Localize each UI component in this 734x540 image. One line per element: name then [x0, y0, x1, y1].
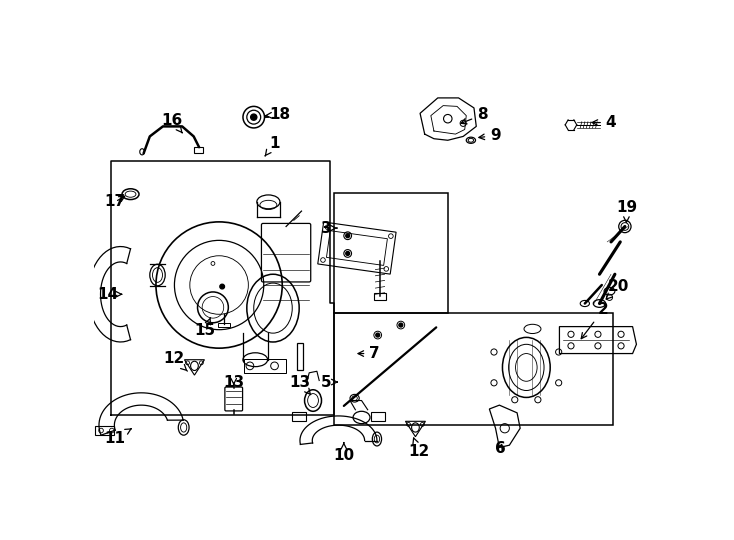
- Text: 14: 14: [97, 287, 122, 302]
- Bar: [244, 359, 286, 373]
- Text: 12: 12: [164, 352, 187, 371]
- Text: 9: 9: [479, 128, 501, 143]
- Bar: [297, 343, 303, 370]
- Text: 2: 2: [581, 302, 608, 339]
- Circle shape: [376, 333, 379, 337]
- Bar: [81, 306, 88, 314]
- Text: 7: 7: [358, 346, 380, 361]
- Bar: [81, 330, 88, 338]
- Text: 1: 1: [265, 136, 280, 156]
- Text: 3: 3: [321, 220, 337, 235]
- Bar: [334, 313, 613, 425]
- Text: 12: 12: [408, 438, 429, 459]
- Circle shape: [220, 284, 225, 289]
- Circle shape: [399, 323, 403, 327]
- Bar: [194, 147, 203, 153]
- Text: 8: 8: [461, 107, 488, 124]
- Text: 19: 19: [616, 200, 637, 222]
- Text: 13: 13: [223, 375, 244, 389]
- Bar: [81, 281, 88, 289]
- Text: 15: 15: [195, 318, 216, 338]
- Text: 10: 10: [333, 443, 355, 463]
- Text: 16: 16: [161, 113, 183, 133]
- Bar: [95, 426, 115, 435]
- Bar: [374, 293, 386, 300]
- Text: 5: 5: [321, 375, 338, 389]
- Text: 18: 18: [266, 107, 291, 123]
- Bar: [371, 412, 385, 421]
- Bar: [334, 193, 448, 313]
- Text: 13: 13: [289, 375, 310, 395]
- Circle shape: [346, 234, 349, 238]
- Circle shape: [346, 252, 349, 255]
- Text: 6: 6: [495, 441, 506, 456]
- Bar: [217, 323, 230, 327]
- Circle shape: [251, 114, 257, 120]
- Text: 20: 20: [606, 279, 630, 299]
- Bar: [292, 412, 306, 421]
- Text: 11: 11: [105, 429, 131, 446]
- Text: 17: 17: [104, 194, 126, 210]
- Text: 4: 4: [592, 115, 617, 130]
